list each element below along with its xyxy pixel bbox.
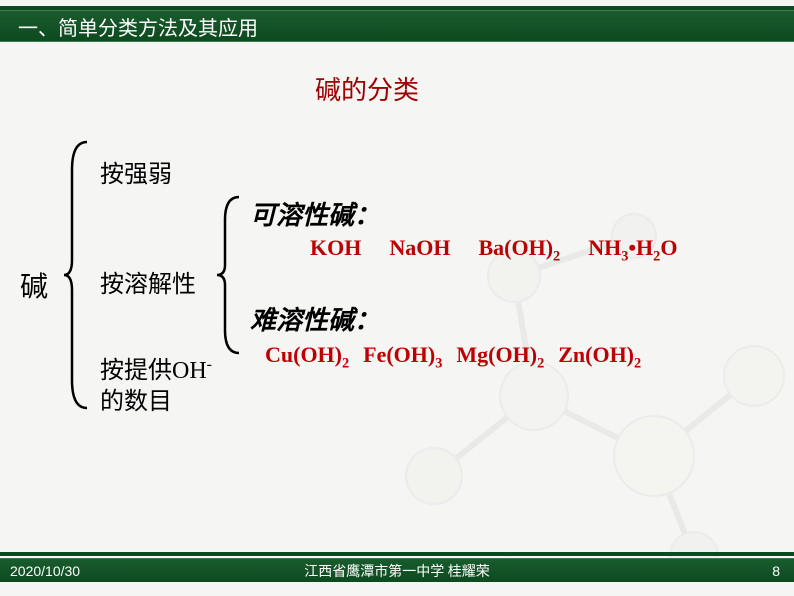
- footer-page: 8: [772, 563, 780, 579]
- header-title: 一、简单分类方法及其应用: [18, 12, 258, 41]
- soluble-formulas: KOHNaOHBa(OH)2NH3•H2O: [310, 235, 677, 265]
- insoluble-formulas: Cu(OH)2Fe(OH)3Mg(OH)2Zn(OH)2: [265, 342, 641, 372]
- criteria-solubility: 按溶解性: [100, 270, 196, 301]
- classification-tree: 碱 按强弱 按溶解性 按提供OH- 的数目 可溶性碱： 难溶性碱： KOHNaO…: [20, 150, 770, 450]
- soluble-group-label: 可溶性碱：: [250, 195, 380, 232]
- root-label: 碱: [20, 265, 48, 305]
- small-brace-icon: [215, 195, 243, 355]
- header-bar: 一、简单分类方法及其应用: [0, 10, 794, 42]
- footer-center: 江西省鹰潭市第一中学 桂耀荣: [0, 561, 794, 581]
- footer-date: 2020/10/30: [10, 563, 80, 579]
- criteria-oh-count: 按提供OH- 的数目: [100, 355, 212, 418]
- footer-bar: 2020/10/30 江西省鹰潭市第一中学 桂耀荣 8: [0, 558, 794, 582]
- large-brace-icon: [62, 140, 92, 410]
- criteria-strength: 按强弱: [100, 160, 172, 191]
- slide-title: 碱的分类: [0, 70, 794, 107]
- insoluble-group-label: 难溶性碱：: [250, 300, 380, 337]
